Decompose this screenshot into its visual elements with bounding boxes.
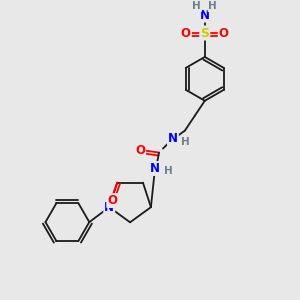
Text: H: H xyxy=(164,167,172,176)
Text: H: H xyxy=(182,136,190,147)
Text: N: N xyxy=(200,9,210,22)
Text: O: O xyxy=(135,144,145,157)
Text: O: O xyxy=(107,194,117,207)
Text: N: N xyxy=(150,162,160,175)
Text: N: N xyxy=(168,132,178,145)
Text: N: N xyxy=(104,201,114,214)
Text: H: H xyxy=(192,1,201,11)
Text: S: S xyxy=(200,26,209,40)
Text: H: H xyxy=(208,1,217,11)
Text: O: O xyxy=(219,26,229,40)
Text: O: O xyxy=(181,26,191,40)
